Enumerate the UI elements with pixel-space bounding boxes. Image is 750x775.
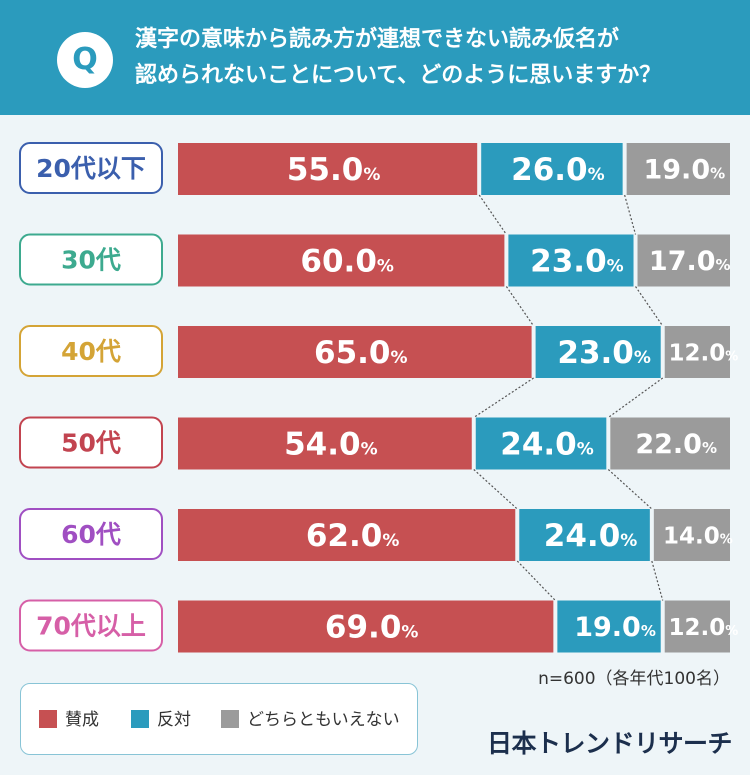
bar-segment [178, 326, 532, 378]
legend-swatch-neutral [221, 710, 239, 728]
category-label: 60代 [61, 520, 121, 549]
data-label-unit: % [361, 440, 378, 460]
category-label: 40代 [61, 337, 121, 366]
legend-swatch-disagree [131, 710, 149, 728]
legend-label-neutral: どちらともいえない [247, 710, 400, 730]
data-label: 19.0% [643, 155, 725, 186]
connector-line [635, 286, 664, 327]
data-label-unit: % [588, 165, 605, 185]
legend-swatch-agree [39, 710, 57, 728]
data-label: 62.0% [306, 518, 400, 554]
connector-line [651, 560, 664, 601]
connector-line [505, 286, 535, 327]
sample-size-note: n=600（各年代100名） [538, 669, 730, 689]
bar-segment [508, 234, 634, 287]
data-label-unit: % [725, 349, 738, 364]
connector-line [516, 560, 556, 601]
question-text: 漢字の意味から読み方が連想できない読み仮名が 認められないことについて、どのよう… [135, 22, 725, 94]
data-label-unit: % [634, 348, 651, 368]
category-label-box [19, 325, 163, 377]
legend-item-agree: 賛成 [39, 709, 99, 731]
brand-logo: 日本トレンドリサーチ [486, 729, 733, 758]
connector-line [473, 377, 534, 419]
data-label-unit: % [702, 439, 717, 457]
legend: 賛成 反対 どちらともいえない [20, 683, 418, 755]
bar-segment [519, 509, 650, 561]
data-label-unit: % [382, 531, 399, 551]
bar-segment [664, 600, 730, 653]
data-label-unit: % [607, 257, 624, 277]
data-label-unit: % [391, 348, 408, 368]
bar-segment [664, 326, 730, 378]
legend-item-disagree: 反対 [131, 709, 191, 731]
data-label-unit: % [710, 165, 725, 183]
bar-segment [475, 417, 607, 470]
category-label-box [19, 233, 163, 286]
bar-segment [178, 143, 478, 195]
bar-segment [626, 143, 730, 195]
bar-segment [481, 143, 623, 195]
data-label-unit: % [641, 622, 656, 640]
category-label: 70代以上 [36, 612, 146, 641]
connector-line [624, 194, 637, 235]
connector-line [607, 469, 653, 510]
data-label-unit: % [720, 532, 733, 547]
legend-label-agree: 賛成 [65, 710, 99, 730]
connector-line [478, 194, 507, 235]
category-label-box [19, 142, 163, 194]
data-label-unit: % [620, 531, 637, 551]
question-line-1: 漢字の意味から読み方が連想できない読み仮名が [135, 27, 620, 52]
bar-segment [535, 326, 661, 378]
legend-item-neutral: どちらともいえない [221, 709, 400, 731]
bar-segment [178, 509, 516, 561]
data-label-unit: % [401, 623, 418, 643]
bar-segment [653, 509, 730, 561]
data-label-unit: % [377, 257, 394, 277]
bar-segment [557, 600, 661, 653]
category-label-box [19, 599, 163, 652]
q-badge: Q [57, 32, 113, 88]
question-line-2: 認められないことについて、どのように思いますか？ [135, 63, 662, 88]
data-label-unit: % [577, 440, 594, 460]
category-label: 20代以下 [36, 154, 146, 183]
bar-segment [178, 417, 472, 470]
data-label-unit: % [725, 624, 738, 639]
data-label-unit: % [363, 165, 380, 185]
data-label-unit: % [716, 256, 731, 274]
bar-segment [178, 234, 505, 287]
category-label-box [19, 508, 163, 560]
category-label: 30代 [61, 246, 121, 275]
connector-line [607, 377, 664, 418]
connector-line [473, 469, 518, 510]
legend-label-disagree: 反対 [157, 710, 191, 730]
bar-segment [637, 234, 730, 287]
category-label-box [19, 416, 163, 469]
category-label: 50代 [61, 429, 121, 458]
data-label: 22.0% [635, 429, 717, 460]
bar-segment [610, 417, 730, 470]
question-header: Q 漢字の意味から読み方が連想できない読み仮名が 認められないことについて、どの… [0, 0, 750, 115]
bar-segment [178, 600, 554, 653]
